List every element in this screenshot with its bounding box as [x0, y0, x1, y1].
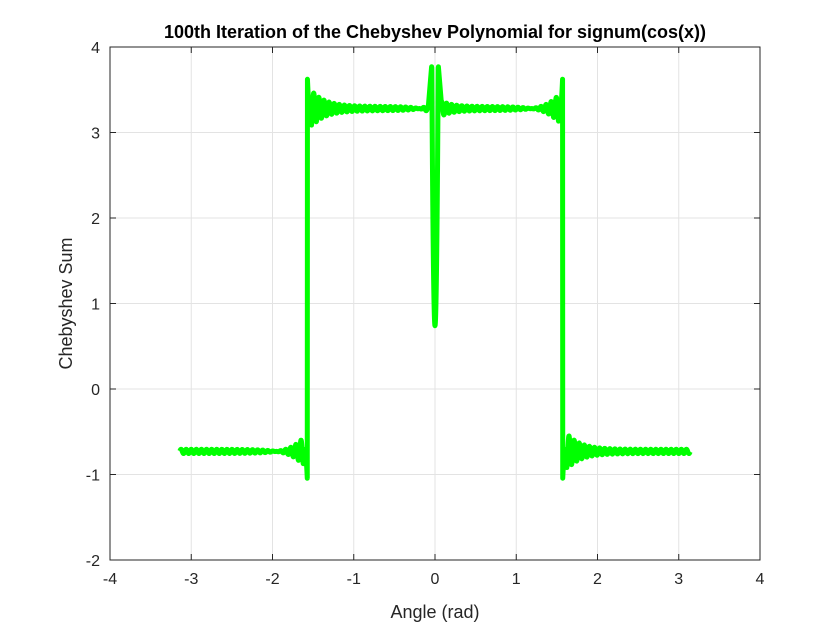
x-tick-label: -4 [103, 571, 117, 588]
y-tick-label: -1 [86, 468, 100, 485]
x-tick-label: 1 [512, 571, 521, 588]
x-tick-label: -1 [347, 571, 361, 588]
x-axis-label: Angle (rad) [390, 602, 479, 622]
x-tick-label: 0 [431, 571, 440, 588]
x-tick-label: -3 [184, 571, 198, 588]
series-line [177, 64, 693, 481]
x-tick-label: 4 [756, 571, 765, 588]
y-tick-label: 2 [91, 211, 100, 228]
x-tick-label: -2 [265, 571, 279, 588]
x-tick-label: 3 [674, 571, 683, 588]
y-tick-label: -2 [86, 553, 100, 570]
y-tick-label: 4 [91, 40, 100, 57]
x-tick-label: 2 [593, 571, 602, 588]
plot-series-layer [177, 64, 693, 481]
y-tick-label: 3 [91, 126, 100, 143]
axis-ticks: -4 -3 -2 -1 0 1 2 3 4 -2 -1 0 1 2 3 4 [86, 40, 765, 588]
y-axis-label: Chebyshev Sum [56, 237, 76, 369]
y-tick-label: 1 [91, 297, 100, 314]
chart-title: 100th Iteration of the Chebyshev Polynom… [164, 22, 706, 42]
y-tick-label: 0 [91, 382, 100, 399]
